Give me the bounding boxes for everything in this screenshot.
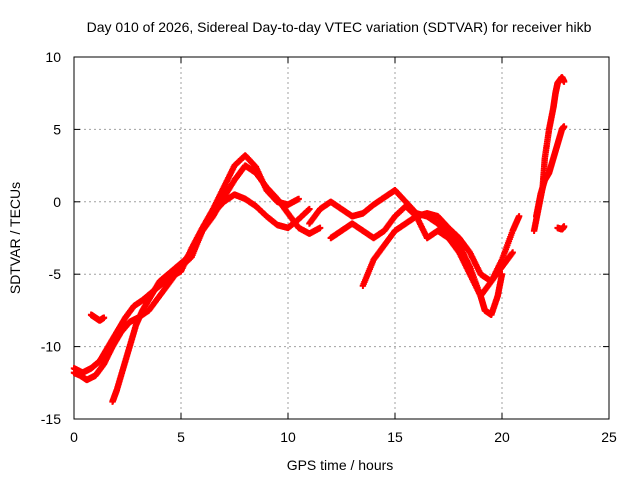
plot-frame [73,56,610,420]
chart-title: Day 010 of 2026, Sidereal Day-to-day VTE… [87,19,592,35]
series-trace-j [87,311,108,324]
y-tick-label: -5 [49,266,62,282]
y-tick-label: 5 [53,121,61,137]
series-trace-h [533,123,568,220]
x-tick-label: 15 [387,429,403,445]
x-tick-label: 0 [70,429,78,445]
data-point [560,223,568,230]
y-axis-label: SDTVAR / TECUs [7,182,23,294]
data-point [560,123,568,130]
x-tick-label: 25 [601,429,617,445]
y-tick-label: 0 [53,194,61,210]
data-point [295,195,302,203]
x-tick-label: 20 [494,429,510,445]
axis-layer [73,56,610,420]
y-tick-label: -10 [41,339,61,355]
data-layer [70,74,568,405]
data-point [316,224,324,232]
data-point [515,213,523,220]
data-point [100,314,108,321]
data-point [306,205,313,213]
series-trace-d [306,187,506,318]
x-tick-label: 10 [280,429,296,445]
x-axis-label: GPS time / hours [287,457,394,473]
data-point [509,249,516,256]
data-point [560,78,568,85]
tick-layer: 0 5 10 15 20 25 -15 -10 -5 0 5 10 [41,49,617,445]
y-tick-label: -15 [41,411,61,427]
series-trace-f [359,210,523,289]
y-tick-label: 10 [45,49,61,65]
series-trace-i [554,223,568,233]
series-trace-c [109,162,324,405]
x-tick-label: 5 [177,429,185,445]
grid-layer [74,57,609,419]
